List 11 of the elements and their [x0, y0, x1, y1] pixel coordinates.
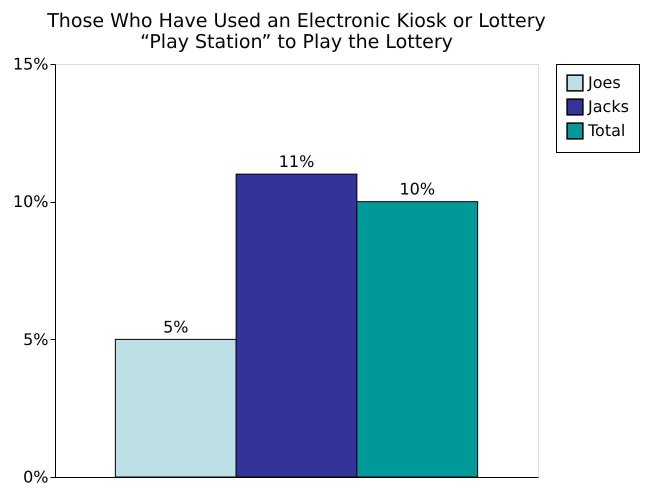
legend-label: Jacks [587, 97, 629, 116]
legend-label: Total [587, 121, 626, 140]
data-label: 10% [399, 180, 436, 199]
y-tick-label: 10% [12, 192, 48, 212]
data-label: 11% [278, 152, 314, 172]
data-label: 5% [163, 317, 188, 336]
y-tick-label: 15% [12, 54, 48, 74]
y-tick-label: 5% [23, 330, 48, 349]
chart-title: Those Who Have Used an Electronic Kiosk or Lottery “Play Station” to Play the Lottery [46, 10, 546, 53]
legend-label: Joes [587, 73, 621, 92]
y-tick-label: 0% [23, 468, 48, 486]
